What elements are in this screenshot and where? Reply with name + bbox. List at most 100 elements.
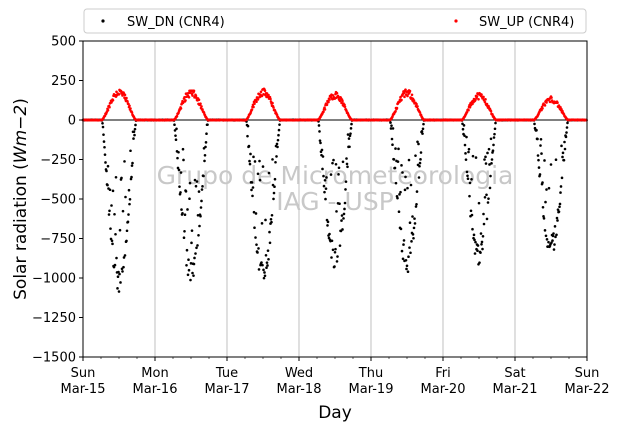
x-tick-label-date: Mar-22 (565, 382, 610, 397)
sw-dn-point (415, 190, 419, 193)
sw-dn-point (535, 128, 538, 132)
sw-dn-point (326, 224, 329, 227)
sw-dn-point (317, 124, 321, 127)
sw-dn-point (563, 147, 567, 151)
sw-dn-point (252, 210, 256, 214)
sw-up-point (338, 99, 342, 103)
sw-dn-point (337, 166, 341, 170)
sw-dn-point (110, 204, 113, 207)
sw-dn-point (322, 184, 326, 188)
sw-up-point (412, 99, 416, 102)
sw-dn-point (108, 188, 112, 192)
x-tick-label-date: Mar-17 (205, 382, 250, 397)
sw-dn-point (342, 217, 345, 220)
sw-dn-point (551, 234, 555, 238)
y-axis-title-unit: Wm−2 (11, 105, 31, 163)
legend-marker-sw-dn (101, 19, 105, 23)
sw-up-point (541, 107, 544, 110)
sw-dn-point (269, 218, 273, 221)
sw-up-point (418, 111, 422, 114)
sw-dn-point (273, 177, 277, 181)
sw-dn-point (479, 232, 483, 235)
sw-dn-point (490, 162, 493, 165)
sw-dn-point (123, 160, 126, 163)
sw-dn-point (330, 239, 334, 243)
sw-dn-point (114, 232, 117, 236)
sw-dn-point (254, 212, 258, 215)
sw-dn-point (118, 272, 121, 276)
sw-dn-point (541, 181, 544, 184)
sw-dn-point (329, 173, 333, 176)
sw-dn-point (467, 150, 470, 154)
y-tick-label: −750 (40, 232, 76, 247)
sw-dn-point (123, 254, 127, 257)
sw-dn-point (543, 229, 547, 232)
sw-dn-point (544, 200, 547, 204)
sw-dn-point (335, 260, 339, 263)
sw-up-point (467, 108, 470, 112)
sw-dn-point (275, 142, 279, 146)
sw-dn-point (471, 227, 474, 231)
y-axis-title: Solar radiation (Wm−2) (11, 98, 31, 300)
sw-dn-point (405, 267, 408, 271)
sw-dn-point (417, 176, 421, 179)
y-tick-label: 0 (68, 114, 76, 129)
sw-up-point (335, 91, 339, 95)
sw-up-point (403, 95, 406, 99)
x-tick-label-date: Mar-16 (133, 382, 178, 397)
sw-dn-point (412, 236, 415, 240)
sw-dn-point (175, 127, 178, 131)
sw-dn-point (193, 178, 197, 182)
sw-dn-point (561, 155, 564, 159)
sw-up-point (465, 110, 469, 114)
sw-dn-point (478, 261, 481, 264)
sw-dn-point (177, 150, 180, 154)
sw-up-point (325, 103, 329, 107)
sw-dn-point (544, 234, 548, 238)
sw-dn-point (117, 290, 121, 293)
sw-dn-point (556, 219, 559, 222)
sw-up-point (194, 94, 198, 98)
sw-dn-point (345, 162, 349, 166)
sw-dn-point (248, 159, 251, 163)
sw-dn-point (474, 240, 477, 244)
sw-dn-point (406, 270, 410, 274)
sw-dn-point (113, 263, 117, 267)
sw-dn-point (125, 229, 129, 233)
sw-dn-point (176, 166, 180, 170)
sw-dn-point (464, 152, 467, 155)
sw-dn-point (190, 229, 194, 232)
sw-dn-point (193, 256, 196, 260)
sw-dn-point (552, 248, 556, 251)
sw-dn-point (124, 195, 127, 199)
sw-dn-point (122, 265, 125, 269)
sw-dn-point (251, 194, 254, 198)
sw-up-point (557, 104, 561, 107)
sw-dn-point (399, 227, 403, 231)
sw-dn-point (417, 142, 420, 146)
legend-label-sw-up: SW_UP (CNR4) (479, 15, 574, 30)
sw-dn-point (270, 220, 273, 224)
sw-dn-point (275, 155, 278, 158)
sw-dn-point (127, 213, 130, 216)
sw-dn-point (413, 222, 417, 225)
sw-dn-point (195, 180, 199, 183)
sw-dn-point (261, 263, 264, 267)
x-axis: SunMar-15MonMar-16TueMar-17WedMar-18ThuM… (61, 357, 610, 397)
sw-dn-point (482, 212, 485, 216)
sw-dn-point (204, 145, 207, 149)
sw-dn-point (264, 218, 267, 222)
sw-dn-point (346, 165, 349, 169)
sw-up-point (262, 93, 265, 96)
sw-dn-point (128, 202, 131, 206)
y-tick-label: 500 (51, 35, 76, 50)
sw-dn-point (493, 127, 497, 131)
sw-up-point (404, 88, 407, 91)
sw-dn-point (253, 226, 256, 230)
sw-dn-point (349, 132, 352, 135)
sw-dn-point (173, 129, 177, 132)
sw-dn-point (117, 270, 120, 274)
sw-dn-point (116, 275, 120, 279)
sw-dn-point (181, 212, 184, 215)
sw-dn-point (466, 177, 470, 180)
